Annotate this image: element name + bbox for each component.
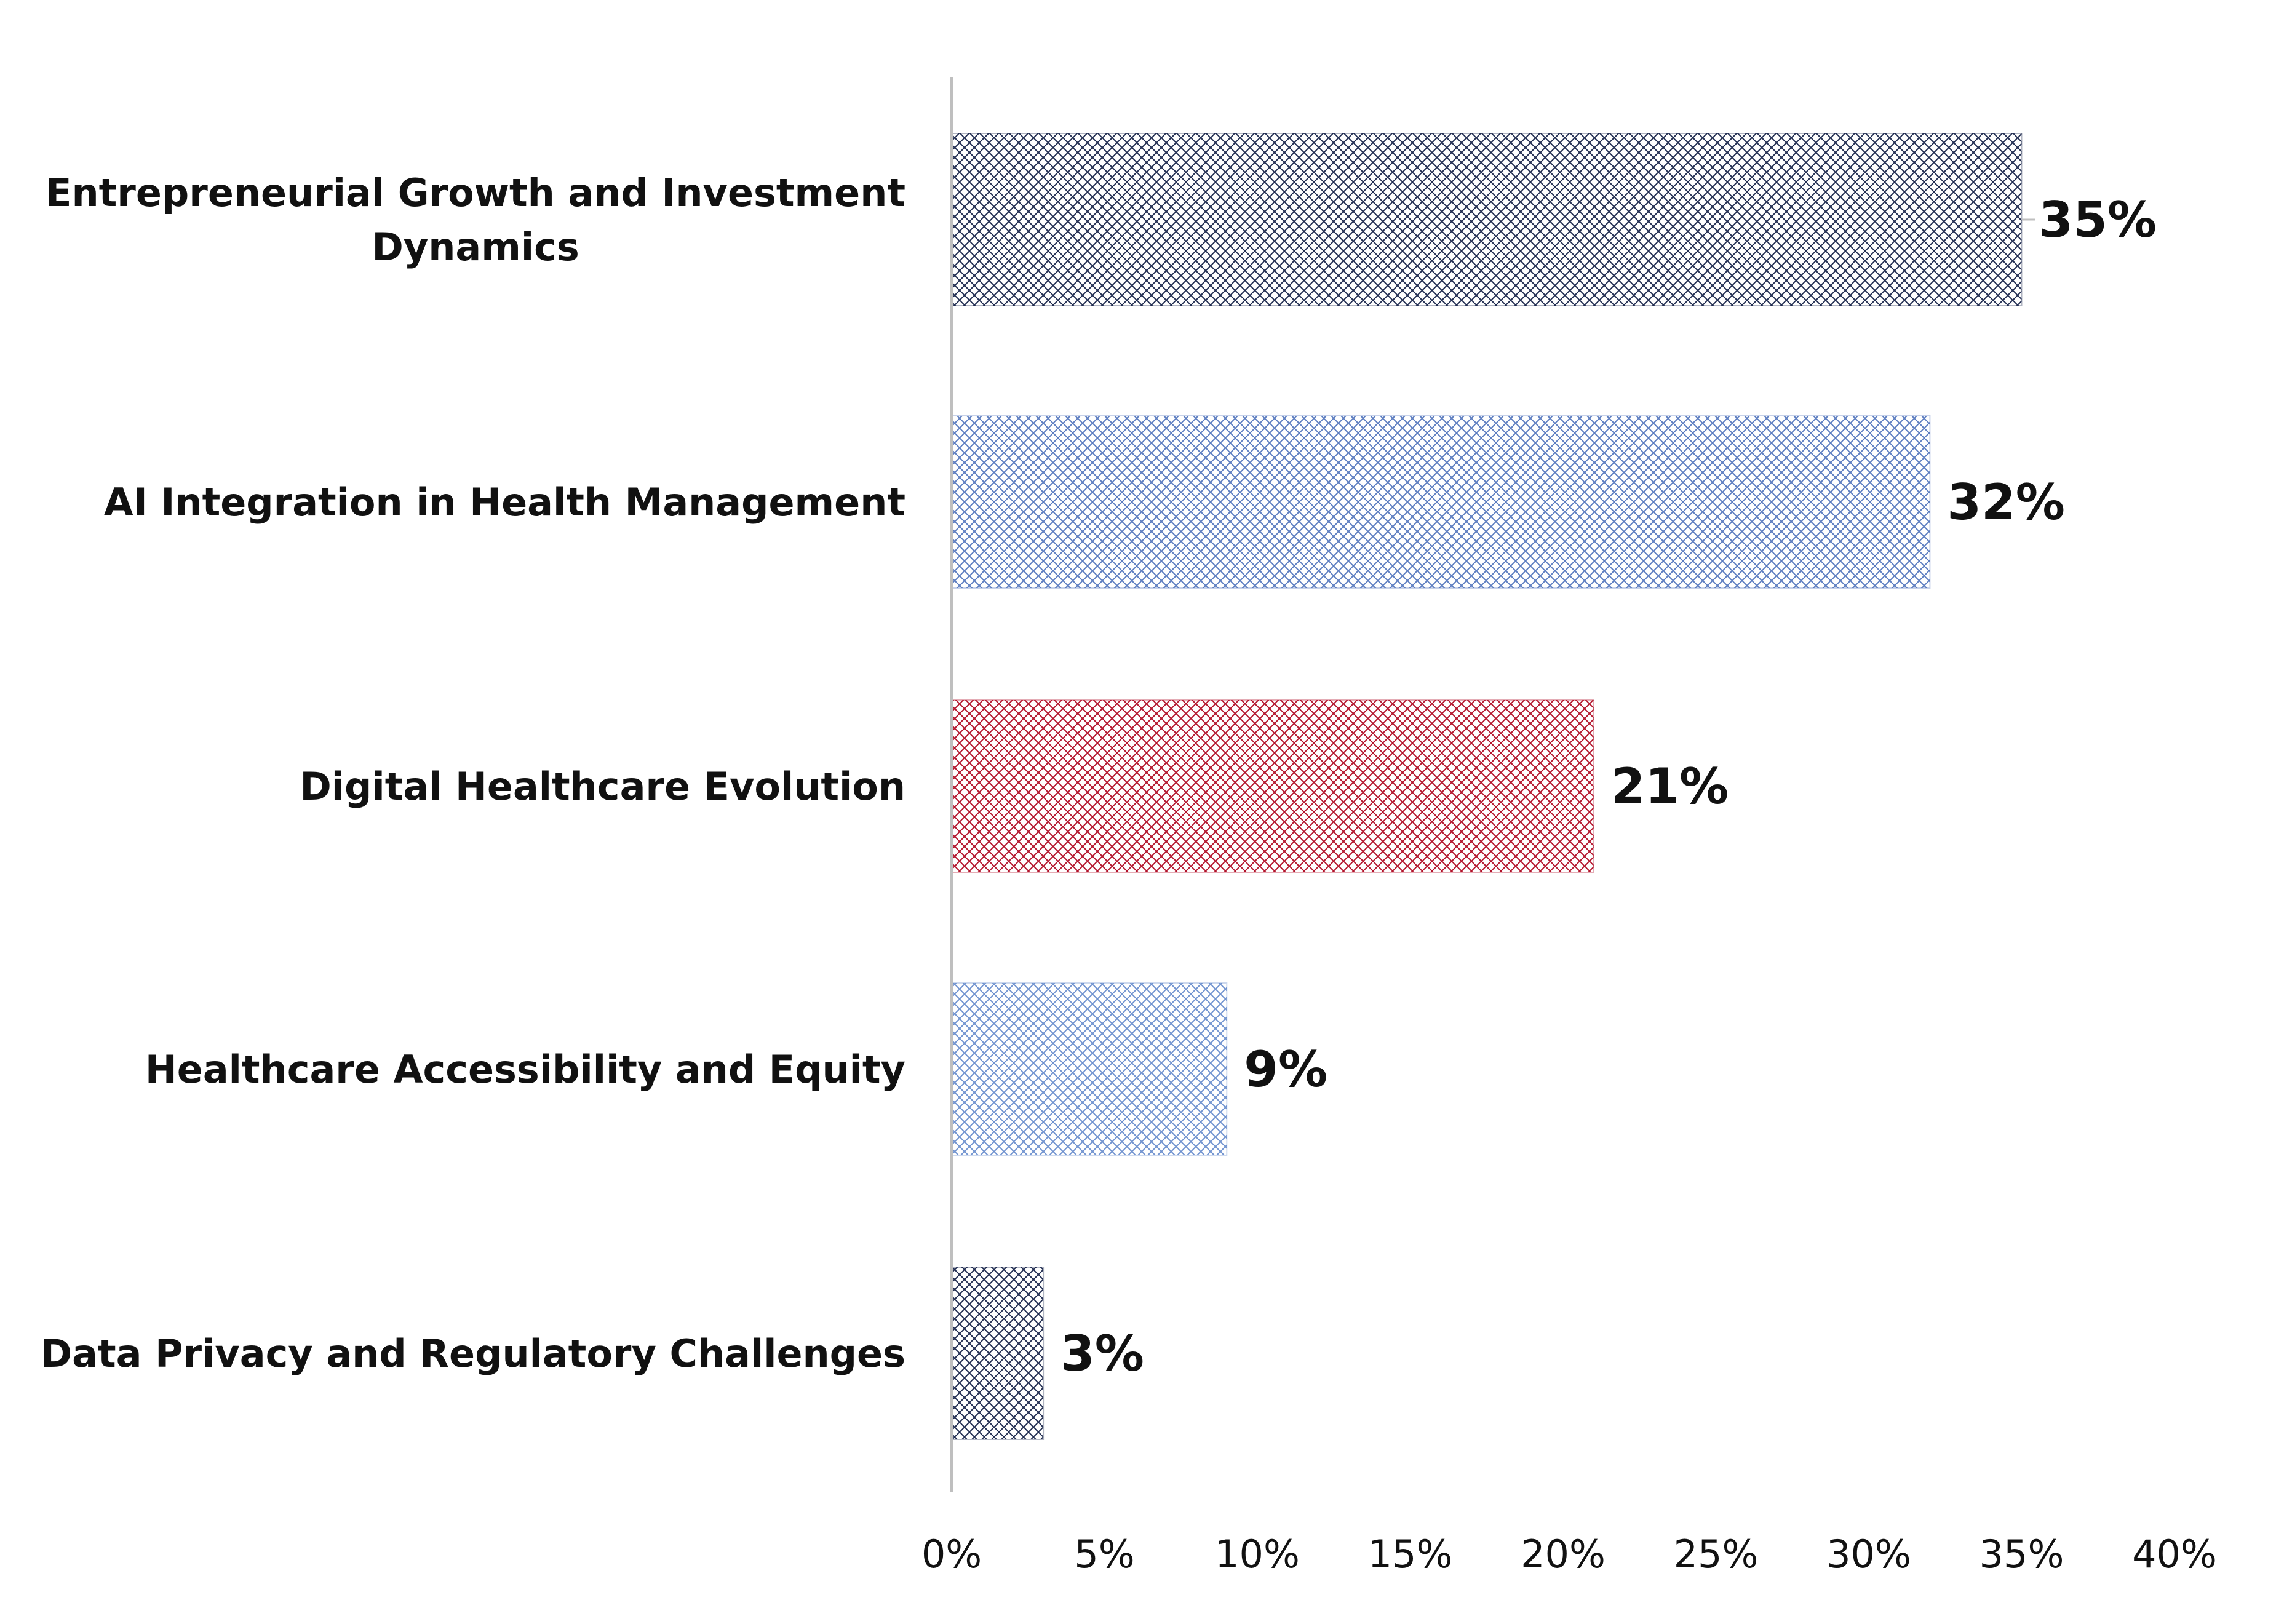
bar-4 — [951, 982, 1228, 1156]
data-label: 3% — [1060, 1325, 1144, 1382]
data-label: 35% — [2039, 191, 2157, 249]
category-labels: Entrepreneurial Growth and Investment Dyn… — [41, 170, 905, 1376]
category-label-line: Dynamics — [372, 225, 579, 269]
category-label: Digital Healthcare Evolution — [300, 764, 905, 809]
x-tick-label: 0% — [921, 1532, 982, 1577]
bar-1 — [951, 133, 2023, 306]
x-tick-label: 25% — [1674, 1532, 1759, 1577]
x-tick-label: 5% — [1074, 1532, 1134, 1577]
category-label: AI Integration in Health Management — [104, 480, 905, 525]
category-label: Entrepreneurial Growth and Investment Dyn… — [46, 170, 905, 269]
bar-2 — [951, 415, 1931, 589]
data-label: 9% — [1244, 1041, 1327, 1098]
x-tick-label: 35% — [1980, 1532, 2064, 1577]
data-labels: 35% 32% 21% 9% 3% — [1060, 191, 2157, 1382]
bar-3 — [951, 699, 1594, 873]
x-tick-label: 15% — [1368, 1532, 1453, 1577]
bars-layer — [951, 133, 2023, 1440]
data-label: 32% — [1947, 474, 2064, 531]
category-label: Healthcare Accessibility and Equity — [145, 1047, 905, 1092]
x-tick-label: 10% — [1215, 1532, 1300, 1577]
data-label: 21% — [1611, 758, 1729, 815]
x-axis-tick-labels: 0% 5% 10% 15% 20% 25% 30% 35% 40% — [921, 1532, 2217, 1577]
category-label: Data Privacy and Regulatory Challenges — [41, 1331, 905, 1376]
category-label-line: Entrepreneurial Growth and Investment — [46, 170, 905, 215]
x-tick-label: 20% — [1521, 1532, 1606, 1577]
x-tick-label: 30% — [1826, 1532, 1911, 1577]
bar-5 — [951, 1267, 1045, 1440]
x-tick-label: 40% — [2132, 1532, 2217, 1577]
